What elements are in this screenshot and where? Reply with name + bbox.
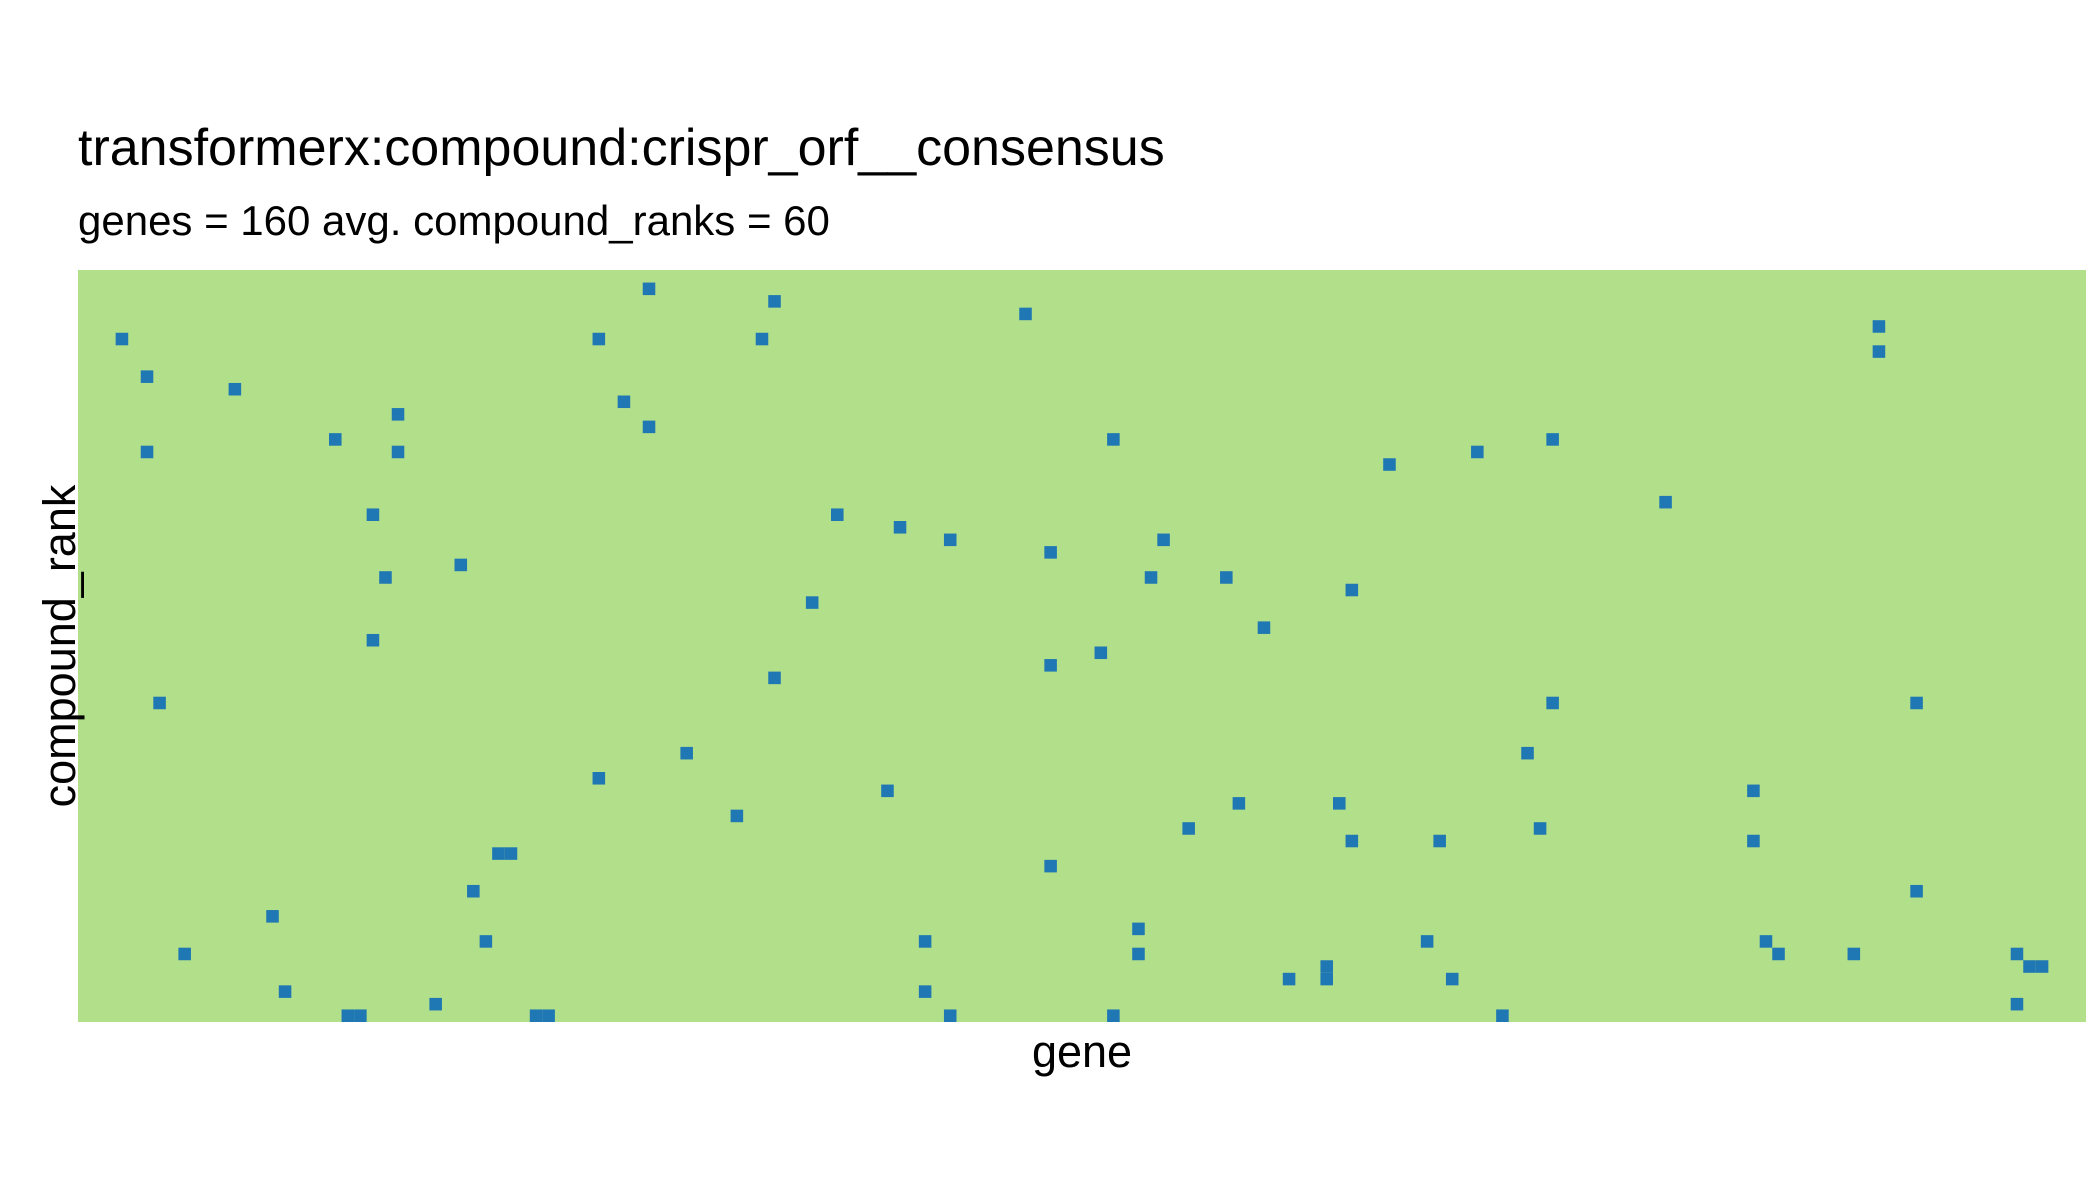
heatmap-cell [354,1009,367,1022]
heatmap-cell [1107,433,1120,446]
x-axis-label: gene [1031,1026,1133,1077]
heatmap-cell [1282,972,1296,986]
heatmap-cell [266,910,279,923]
heatmap-cell [768,295,781,308]
heatmap-cell [1320,972,1333,986]
heatmap-cell [1144,571,1158,584]
heatmap-cell [642,282,656,296]
heatmap-cell [1747,784,1760,798]
heatmap-cell [642,420,656,434]
heatmap-cell [2010,947,2024,961]
heatmap-cell [140,370,154,383]
heatmap-cell [1094,646,1108,660]
heatmap-cell [1420,935,1434,948]
heatmap-cell [1772,947,1785,961]
heatmap-cell [1546,696,1559,710]
heatmap-cell [467,884,480,898]
heatmap-cell [366,508,380,521]
heatmap-cell [153,696,166,710]
heatmap-cell [943,533,957,547]
heatmap-cell [1345,834,1359,848]
heatmap-cell [1333,797,1346,810]
heatmap-cell [1019,307,1032,321]
heatmap-cell [730,809,744,823]
heatmap-cell [1044,546,1057,559]
heatmap-cell [755,332,769,346]
heatmap-cell [1107,1009,1120,1022]
heatmap-cell [1521,746,1534,760]
heatmap-cell [1910,884,1923,898]
heatmap-cell [592,332,606,346]
heatmap-cell [1345,583,1359,597]
heatmap-cell [1910,696,1923,710]
heatmap-cell [1471,445,1484,459]
heatmap-cell [1496,1009,1509,1022]
heatmap-cell [1320,960,1333,973]
heatmap-cell [1747,834,1760,848]
heatmap-cell [943,1009,957,1022]
heatmap-cells [115,282,2049,1022]
heatmap-cell [1257,621,1271,634]
heatmap-cell [542,1009,555,1022]
heatmap-cell [1445,972,1459,986]
heatmap-cell [2010,997,2024,1011]
heatmap-cell [1433,834,1446,848]
heatmap-cell [768,671,781,685]
heatmap-cell [1759,935,1773,948]
heatmap-cell [115,332,129,346]
heatmap-cell [881,784,894,798]
heatmap-cell [1659,495,1672,509]
heatmap-cell [341,1009,355,1022]
heatmap-cell [1132,922,1145,936]
heatmap-cell [805,596,819,609]
heatmap-cell [617,395,631,409]
heatmap-cell [680,746,693,760]
heatmap-cell [1847,947,1861,961]
heatmap-cell [1182,822,1195,835]
heatmap-cell [2035,960,2049,973]
heatmap-cell [918,985,932,998]
heatmap-cell [592,772,606,785]
heatmap-cell [391,408,405,421]
heatmap-cell [1132,947,1145,961]
heatmap-cell [1872,320,1886,333]
heatmap-cell [492,847,505,860]
y-axis-label: compound_rank [34,484,85,808]
heatmap-cell [1220,571,1233,584]
heatmap-background [78,270,2086,1022]
heatmap-cell [454,558,468,572]
heatmap-cell [504,847,518,860]
heatmap-cell [2023,960,2036,973]
heatmap-plot [78,270,2086,1022]
heatmap-cell [140,445,154,459]
heatmap-cell [529,1009,543,1022]
heatmap-cell [178,947,191,961]
heatmap-cell [1533,822,1547,835]
heatmap-cell [479,935,493,948]
heatmap-cell [366,633,380,647]
heatmap-cell [1044,859,1057,873]
chart-title: transformerx:compound:crispr_orf__consen… [78,119,1165,177]
heatmap-cell [1232,797,1246,810]
heatmap-cell [329,433,342,446]
heatmap-cell [429,997,442,1011]
heatmap-cell [278,985,292,998]
heatmap-cell [893,521,907,534]
heatmap-cell [1546,433,1559,446]
heatmap-cell [1044,659,1057,672]
heatmap-cell [391,445,405,459]
heatmap-cell [1872,345,1886,358]
heatmap-cell [379,571,392,584]
heatmap-cell [831,508,844,521]
heatmap-cell [228,382,242,396]
heatmap-cell [1157,533,1170,547]
chart-subtitle: genes = 160 avg. compound_ranks = 60 [78,197,830,244]
heatmap-cell [918,935,932,948]
heatmap-cell [1383,458,1396,471]
